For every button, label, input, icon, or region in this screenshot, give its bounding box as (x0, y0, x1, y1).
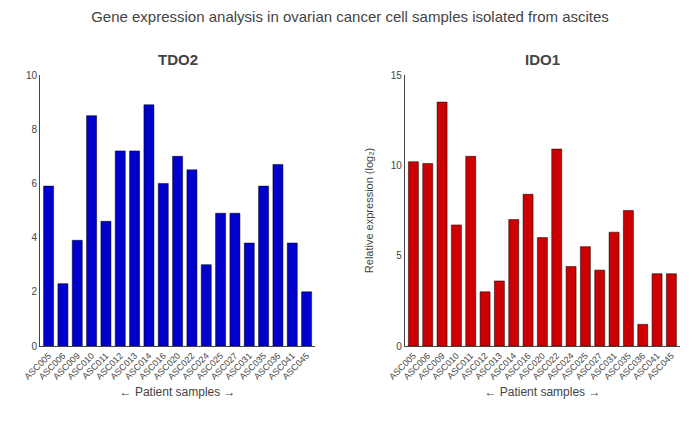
svg-text:ASC014: ASC014 (123, 351, 154, 382)
svg-text:2: 2 (31, 286, 37, 297)
svg-text:5: 5 (396, 250, 402, 261)
svg-text:ASC006: ASC006 (37, 351, 68, 382)
svg-text:ASC036: ASC036 (252, 351, 283, 382)
svg-text:ASC025: ASC025 (194, 351, 225, 382)
svg-text:ASC036: ASC036 (617, 351, 648, 382)
svg-text:ASC012: ASC012 (94, 351, 125, 382)
svg-text:ASC014: ASC014 (488, 351, 519, 382)
svg-text:Gene expression analysis in ov: Gene expression analysis in ovarian canc… (91, 8, 609, 25)
svg-text:ASC022: ASC022 (531, 351, 562, 382)
svg-text:ASC006: ASC006 (402, 351, 433, 382)
svg-text:0: 0 (396, 341, 402, 352)
svg-text:0: 0 (31, 341, 37, 352)
svg-text:ASC011: ASC011 (445, 351, 475, 381)
svg-text:ASC012: ASC012 (459, 351, 490, 382)
svg-text:ASC022: ASC022 (166, 351, 197, 382)
svg-text:ASC027: ASC027 (574, 351, 605, 382)
svg-text:10: 10 (26, 70, 38, 81)
svg-text:ASC016: ASC016 (137, 351, 168, 382)
svg-text:ASC027: ASC027 (209, 351, 240, 382)
svg-text:ASC045: ASC045 (280, 351, 311, 382)
svg-text:ASC024: ASC024 (180, 351, 211, 382)
svg-text:← Patient samples →: ← Patient samples → (120, 385, 236, 399)
svg-text:ASC010: ASC010 (65, 351, 96, 382)
svg-text:ASC020: ASC020 (516, 351, 547, 382)
svg-text:4: 4 (31, 232, 37, 243)
svg-text:ASC013: ASC013 (473, 351, 504, 382)
svg-text:IDO1: IDO1 (525, 51, 560, 68)
svg-text:8: 8 (31, 124, 37, 135)
svg-text:ASC016: ASC016 (502, 351, 533, 382)
svg-text:ASC009: ASC009 (51, 351, 82, 382)
svg-text:Relative expression (log₂): Relative expression (log₂) (363, 148, 375, 273)
svg-text:ASC035: ASC035 (602, 351, 633, 382)
svg-text:ASC025: ASC025 (559, 351, 590, 382)
svg-text:ASC035: ASC035 (237, 351, 268, 382)
svg-text:← Patient samples →: ← Patient samples → (484, 385, 600, 399)
svg-text:10: 10 (391, 160, 403, 171)
svg-text:ASC013: ASC013 (108, 351, 139, 382)
svg-text:ASC011: ASC011 (80, 351, 110, 381)
svg-text:ASC005: ASC005 (22, 351, 53, 382)
svg-text:ASC045: ASC045 (645, 351, 676, 382)
svg-text:ASC020: ASC020 (151, 351, 182, 382)
svg-text:ASC024: ASC024 (545, 351, 576, 382)
svg-text:ASC005: ASC005 (387, 351, 418, 382)
svg-text:ASC031: ASC031 (588, 351, 619, 382)
svg-text:ASC009: ASC009 (416, 351, 447, 382)
svg-text:ASC041: ASC041 (266, 351, 297, 382)
svg-text:ASC041: ASC041 (631, 351, 662, 382)
svg-text:ASC010: ASC010 (430, 351, 461, 382)
svg-text:15: 15 (391, 70, 403, 81)
svg-text:ASC031: ASC031 (223, 351, 254, 382)
svg-text:TDO2: TDO2 (158, 51, 198, 68)
svg-text:6: 6 (31, 178, 37, 189)
